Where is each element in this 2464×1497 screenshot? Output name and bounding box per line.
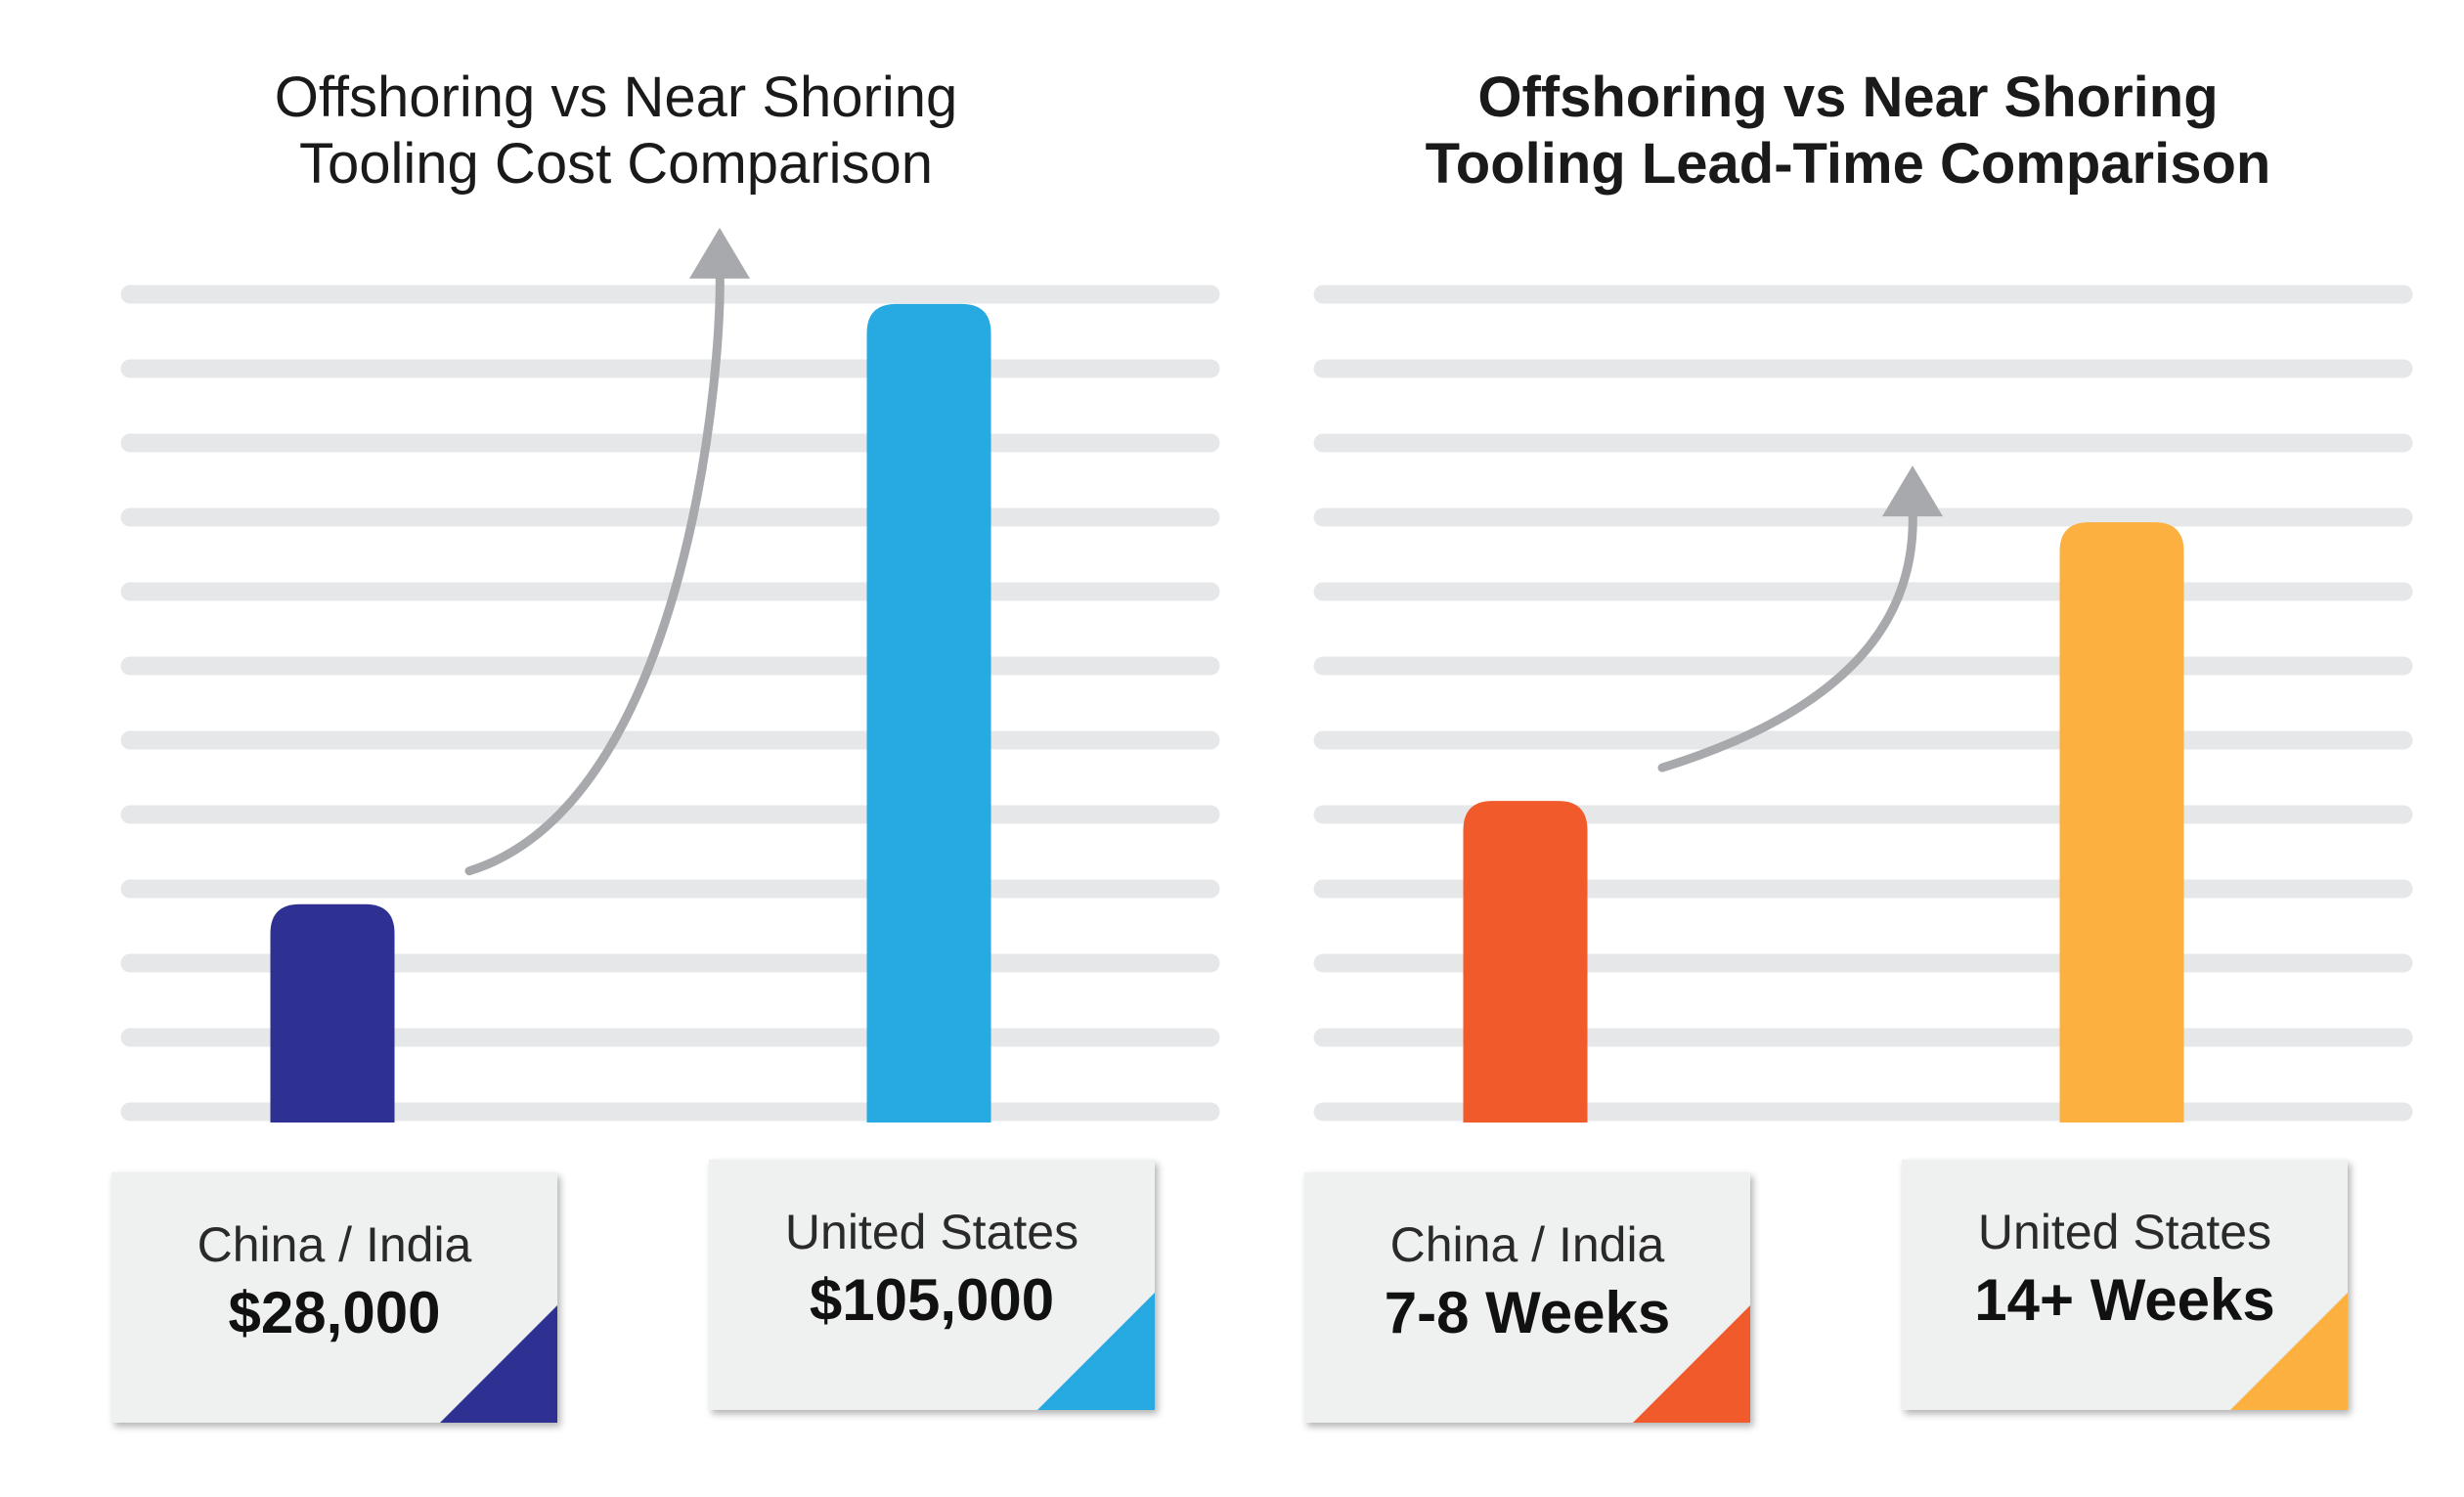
value-label: 7-8 Weeks: [1384, 1280, 1671, 1345]
lead-time-chart-title: Offshoring vs Near Shoring Tooling Lead-…: [1232, 65, 2464, 198]
category-label: United States: [1977, 1205, 2272, 1259]
bar-united-states: [866, 303, 991, 1123]
cost-comparison-panel: Offshoring vs Near Shoring Tooling Cost …: [0, 65, 1232, 1423]
category-card-united-states: United States $105,000: [709, 1160, 1155, 1410]
lead-time-title-line-1: Offshoring vs Near Shoring: [1477, 66, 2219, 129]
cost-chart: [120, 227, 1220, 1123]
trend-arrow-head: [1882, 465, 1943, 517]
cost-title-line-1: Offshoring vs Near Shoring: [274, 66, 958, 129]
value-label: 14+ Weeks: [1974, 1267, 2275, 1333]
value-label: $28,000: [228, 1280, 441, 1345]
bar-united-states: [2059, 522, 2184, 1123]
category-label: United States: [784, 1205, 1079, 1259]
category-label: China / India: [1389, 1217, 1665, 1272]
trend-arrow-line: [464, 264, 725, 876]
value-label: $105,000: [809, 1267, 1055, 1333]
cost-title-line-2: Tooling Cost Comparison: [299, 132, 933, 196]
bar-china-india: [1463, 801, 1588, 1123]
lead-time-title-line-2: Tooling Lead-Time Comparison: [1425, 132, 2271, 196]
cost-chart-title: Offshoring vs Near Shoring Tooling Cost …: [0, 65, 1232, 198]
category-card-china-india: China / India $28,000: [111, 1172, 557, 1423]
lead-time-chart: [1313, 285, 2413, 1123]
bar-china-india: [270, 903, 395, 1123]
trend-arrow-line: [1657, 502, 1917, 772]
category-card-china-india: China / India 7-8 Weeks: [1304, 1172, 1750, 1423]
trend-arrow-head: [689, 227, 750, 279]
lead-time-comparison-panel: Offshoring vs Near Shoring Tooling Lead-…: [1232, 0, 2464, 1497]
category-card-united-states: United States 14+ Weeks: [1902, 1160, 2348, 1410]
category-label: China / India: [197, 1217, 472, 1272]
